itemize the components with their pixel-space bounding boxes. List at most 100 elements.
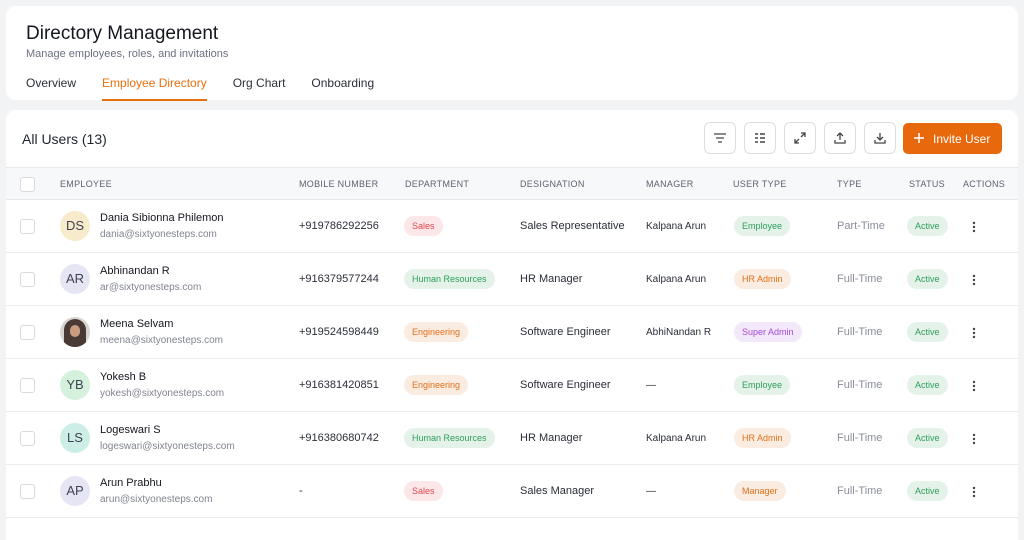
employment-type: Part-Time	[837, 220, 885, 232]
column-header: MOBILE NUMBER	[299, 179, 379, 189]
row-checkbox[interactable]	[20, 325, 35, 340]
tab[interactable]: Overview	[26, 76, 77, 90]
column-header: MANAGER	[646, 179, 694, 189]
avatar-photo	[60, 317, 90, 347]
avatar: DS	[60, 211, 90, 241]
manager: —	[646, 486, 656, 497]
filter-button[interactable]	[704, 122, 736, 154]
user-type-badge: HR Admin	[734, 269, 791, 289]
invite-button[interactable]: Invite User	[903, 123, 1002, 154]
table-header: EMPLOYEE MOBILE NUMBER DEPARTMENT DESIGNATI…	[6, 167, 1018, 200]
mobile-number: +916380680742	[299, 432, 379, 444]
kebab-icon	[972, 274, 976, 286]
select-all-checkbox[interactable]	[20, 177, 35, 192]
avatar: AR	[60, 264, 90, 294]
designation: Sales Representative	[520, 220, 625, 232]
row-checkbox[interactable]	[20, 431, 35, 446]
photo-figure	[64, 319, 86, 347]
mobile-number: -	[299, 485, 303, 497]
upload-button[interactable]	[824, 122, 856, 154]
table-row: DS Dania Sibionna Philemon dania@sixtyones…	[6, 200, 1018, 253]
kebab-icon	[972, 380, 976, 392]
table-row: AP Arun Prabhu arun@sixtyonesteps.com - Sale…	[6, 465, 1018, 518]
row-checkbox[interactable]	[20, 378, 35, 393]
status-badge: Active	[907, 269, 948, 289]
user-type-badge: Manager	[734, 481, 786, 501]
row-actions[interactable]	[972, 273, 976, 291]
manager: —	[646, 380, 656, 391]
tab[interactable]: Onboarding	[311, 76, 375, 90]
avatar: YB	[60, 370, 90, 400]
employment-type: Full-Time	[837, 273, 883, 285]
row-actions[interactable]	[972, 485, 976, 503]
download-button[interactable]	[864, 122, 896, 154]
columns-button[interactable]	[744, 122, 776, 154]
manager: Kalpana Arun	[646, 433, 707, 444]
tab[interactable]: Org Chart	[232, 76, 286, 90]
employment-type: Full-Time	[837, 326, 883, 338]
column-header: DEPARTMENT	[405, 179, 470, 189]
employee-email: ar@sixtyonesteps.com	[100, 282, 202, 293]
row-actions[interactable]	[972, 379, 976, 397]
row-actions[interactable]	[972, 432, 976, 450]
mobile-number: +919786292256	[299, 220, 379, 232]
designation: HR Manager	[520, 432, 583, 444]
employee-email: dania@sixtyonesteps.com	[100, 229, 217, 240]
kebab-icon	[972, 327, 976, 339]
tab-bar: Overview Employee Directory Org Chart Onboa…	[26, 76, 374, 101]
status-badge: Active	[907, 375, 948, 395]
avatar: AP	[60, 476, 90, 506]
row-checkbox[interactable]	[20, 272, 35, 287]
manager: Kalpana Arun	[646, 221, 707, 232]
table-row: YB Yokesh B yokesh@sixtyonesteps.com +91638…	[6, 359, 1018, 412]
department-badge: Engineering	[404, 375, 469, 395]
user-type-badge: Employee	[734, 216, 791, 236]
table-title: All Users (13)	[22, 131, 107, 147]
mobile-number: +916381420851	[299, 379, 379, 391]
employee-name: Meena Selvam	[100, 318, 174, 330]
avatar: LS	[60, 423, 90, 453]
kebab-icon	[972, 486, 976, 498]
employment-type: Full-Time	[837, 379, 883, 391]
kebab-icon	[972, 221, 976, 233]
employee-name: Dania Sibionna Philemon	[100, 212, 224, 224]
table-row: LS Logeswari S logeswari@sixtyonesteps.com…	[6, 412, 1018, 465]
manager: Kalpana Arun	[646, 274, 707, 285]
table-row: AR Abhinandan R ar@sixtyonesteps.com +91637…	[6, 253, 1018, 306]
user-type-badge: Employee	[734, 375, 791, 395]
expand-button[interactable]	[784, 122, 816, 154]
column-header: EMPLOYEE	[60, 179, 112, 189]
row-checkbox[interactable]	[20, 484, 35, 499]
status-badge: Active	[907, 481, 948, 501]
employee-name: Yokesh B	[100, 371, 147, 383]
status-badge: Active	[907, 428, 948, 448]
tab[interactable]: Employee Directory	[102, 76, 207, 101]
department-badge: Sales	[404, 216, 443, 236]
column-header: TYPE	[837, 179, 862, 189]
department-badge: Sales	[404, 481, 443, 501]
department-badge: Human Resources	[404, 269, 495, 289]
header-card: Directory Management Manage employees, r…	[6, 6, 1018, 101]
status-badge: Active	[907, 216, 948, 236]
department-badge: Engineering	[404, 322, 469, 342]
column-header: STATUS	[909, 179, 945, 189]
column-header: DESIGNATION	[520, 179, 585, 189]
employee-name: Logeswari S	[100, 424, 161, 436]
kebab-icon	[972, 433, 976, 445]
mobile-number: +919524598449	[299, 326, 379, 338]
page-subtitle: Manage employees, roles, and invitations	[26, 48, 229, 60]
page: Directory Management Manage employees, r…	[6, 6, 1018, 540]
employment-type: Full-Time	[837, 485, 883, 497]
row-actions[interactable]	[972, 326, 976, 344]
employee-name: Abhinandan R	[100, 265, 170, 277]
employee-email: arun@sixtyonesteps.com	[100, 494, 213, 505]
employee-name: Arun Prabhu	[100, 477, 162, 489]
department-badge: Human Resources	[404, 428, 495, 448]
manager: AbhiNandan R	[646, 327, 712, 338]
row-checkbox[interactable]	[20, 219, 35, 234]
designation: HR Manager	[520, 273, 583, 285]
designation: Software Engineer	[520, 379, 611, 391]
table-card: All Users (13) Invite User EMPLOYEE MOBIL…	[6, 110, 1018, 540]
row-actions[interactable]	[972, 220, 976, 238]
photo-face	[70, 325, 80, 337]
